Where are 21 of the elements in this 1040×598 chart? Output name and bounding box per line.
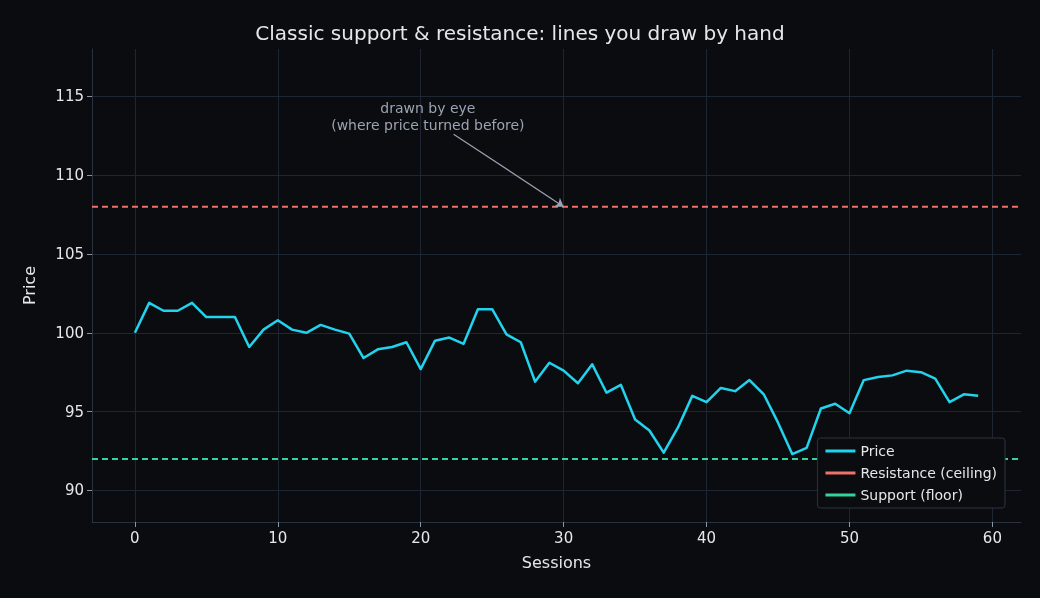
x-tick-label: 50: [839, 528, 860, 547]
y-tick-label: 110: [55, 166, 84, 185]
chart-title: Classic support & resistance: lines you draw by hand: [255, 21, 785, 45]
x-tick-label: 60: [982, 528, 1002, 547]
x-tick-label: 10: [268, 528, 288, 547]
legend-label: Resistance (ceiling): [860, 465, 998, 481]
y-tick-label: 90: [64, 481, 84, 500]
y-tick-label: 105: [55, 244, 84, 263]
x-tick-label: 0: [130, 528, 140, 547]
legend-label: Price: [860, 443, 895, 459]
y-tick-label: 95: [64, 402, 84, 421]
annotation: drawn by eye (where price turned before): [331, 100, 525, 134]
x-axis-title: Sessions: [521, 552, 592, 572]
x-tick-label: 30: [554, 528, 574, 547]
y-tick-label: 100: [55, 323, 84, 342]
x-tick-label: 40: [697, 528, 717, 547]
y-axis-title: Price: [19, 265, 39, 306]
x-tick-label: 20: [411, 528, 431, 547]
legend-label: Support (floor): [860, 487, 963, 503]
line-series: [133, 301, 980, 456]
y-tick-label: 115: [55, 87, 84, 106]
